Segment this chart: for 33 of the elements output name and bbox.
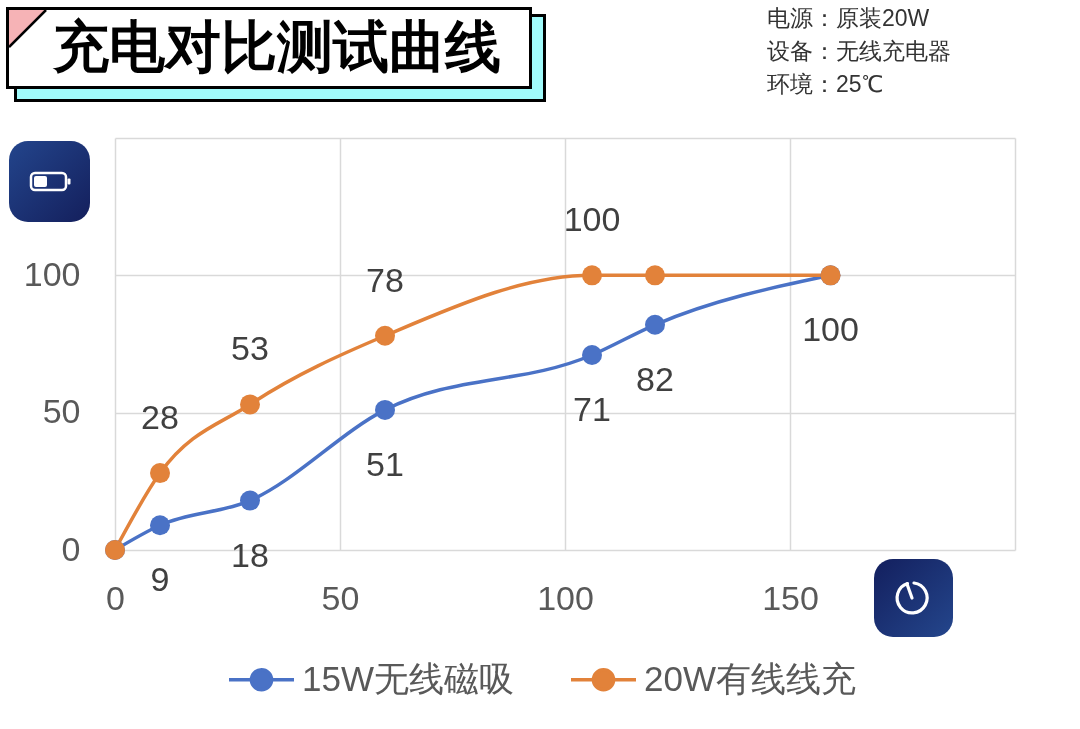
data-label: 100 — [563, 200, 621, 239]
point — [240, 394, 260, 415]
text: 电源：原装20W — [767, 4, 931, 33]
y-tick-label: 0 — [61, 529, 81, 568]
data-label: 82 — [636, 359, 674, 398]
data-label: 9 — [150, 560, 170, 599]
y-tick-label: 50 — [42, 392, 81, 431]
point — [375, 325, 395, 346]
data-label: 53 — [231, 329, 269, 368]
legend-label: 15W无线磁吸 — [302, 658, 514, 698]
point — [150, 515, 170, 536]
point — [150, 463, 170, 484]
data-label: 18 — [231, 535, 269, 574]
text: 设备：无线充电器 — [767, 37, 951, 66]
point — [582, 265, 602, 286]
chart-title: 充电对比测试曲线 — [9, 10, 529, 86]
point — [645, 314, 665, 335]
point — [582, 345, 602, 365]
x-tick-label: 100 — [537, 578, 594, 617]
text: 环境：25℃ — [767, 70, 884, 99]
x-tick-label: 0 — [106, 578, 125, 617]
data-label: 28 — [141, 398, 179, 437]
y-tick-label: 100 — [23, 254, 81, 293]
x-tick-label: 150 — [762, 578, 819, 617]
point — [240, 490, 260, 511]
data-label: 51 — [366, 444, 404, 483]
legend-label: 20W有线线充 — [644, 658, 856, 698]
data-label: 71 — [573, 389, 611, 428]
point — [645, 265, 665, 286]
point — [375, 399, 395, 420]
data-label: 78 — [366, 260, 404, 299]
x-tick-label: 50 — [321, 578, 360, 617]
data-label: 100 — [802, 310, 859, 349]
